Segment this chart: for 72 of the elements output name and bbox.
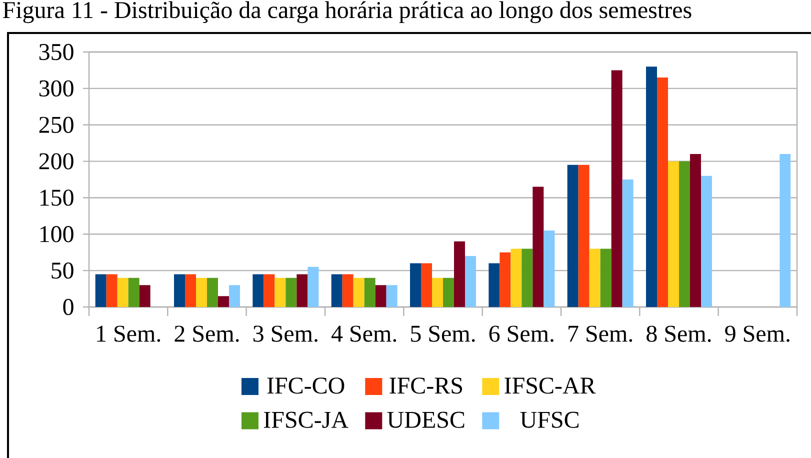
bar	[375, 285, 386, 308]
bar	[128, 278, 140, 308]
bar	[274, 278, 286, 308]
legend-label: IFSC-JA	[264, 412, 348, 428]
y-tick-label: 250	[39, 116, 74, 133]
bar	[510, 248, 522, 308]
legend-label: UDESC	[387, 412, 464, 428]
bar	[567, 164, 578, 308]
bar	[264, 274, 275, 308]
bar	[500, 252, 511, 308]
bar	[95, 274, 106, 308]
y-tick-label: 350	[39, 44, 74, 60]
y-tick-label: 150	[40, 190, 74, 206]
bar	[657, 78, 668, 308]
bar	[611, 70, 622, 308]
bar	[532, 186, 544, 308]
bar	[432, 278, 443, 308]
bar	[544, 230, 555, 308]
bar	[139, 285, 150, 308]
bar	[228, 285, 240, 308]
bar	[488, 263, 500, 308]
bar	[646, 66, 658, 308]
x-tick-label: 3 Sem.	[253, 326, 318, 342]
legend-label: IFC-CO	[267, 378, 344, 394]
bar	[410, 263, 422, 308]
bar	[218, 296, 229, 308]
bar	[600, 248, 612, 308]
x-tick-label: 8 Sem.	[646, 326, 711, 342]
bar	[117, 278, 128, 308]
chart-title: Figura 11 - Distribuição da carga horária prática ao longo dos semestres	[2, 1, 692, 24]
bar	[296, 274, 308, 308]
bar	[207, 278, 218, 308]
bar	[622, 180, 634, 308]
x-tick-label: 4 Sem.	[331, 326, 396, 342]
bar	[668, 161, 680, 308]
bar	[286, 278, 297, 308]
x-tick-label: 7 Sem.	[568, 326, 632, 342]
y-tick-label: 100	[40, 226, 74, 242]
legend-label: IFC-RS	[390, 378, 462, 394]
y-tick-label: 200	[39, 153, 74, 170]
bar	[196, 278, 207, 308]
bar	[185, 274, 196, 308]
bar	[465, 256, 476, 308]
bar	[690, 154, 701, 308]
legend-label: UFSC	[520, 412, 579, 428]
bar	[421, 263, 432, 308]
bar	[252, 274, 264, 308]
bar	[701, 176, 712, 308]
y-tick-label: 0	[63, 298, 74, 316]
bar	[578, 164, 590, 308]
x-tick-label: 5 Sem.	[411, 326, 475, 342]
y-tick-label: 300	[39, 80, 74, 97]
bar	[364, 278, 376, 308]
bar	[679, 161, 690, 308]
bar	[331, 274, 342, 308]
bar	[174, 274, 186, 308]
bar	[780, 154, 791, 308]
bar	[454, 241, 465, 308]
bar	[353, 278, 364, 308]
x-tick-label: 2 Sem.	[174, 326, 239, 342]
bar	[443, 278, 454, 308]
bar	[589, 248, 600, 308]
x-tick-label: 9 Sem.	[725, 326, 790, 342]
x-tick-label: 1 Sem.	[97, 326, 160, 342]
bar	[386, 285, 398, 308]
bar	[342, 274, 354, 308]
bar	[106, 274, 118, 308]
y-tick-label: 50	[52, 262, 74, 279]
bar	[308, 266, 319, 308]
legend-label: IFSC-AR	[504, 378, 596, 394]
x-tick-label: 6 Sem.	[489, 326, 554, 342]
bar	[522, 248, 533, 308]
